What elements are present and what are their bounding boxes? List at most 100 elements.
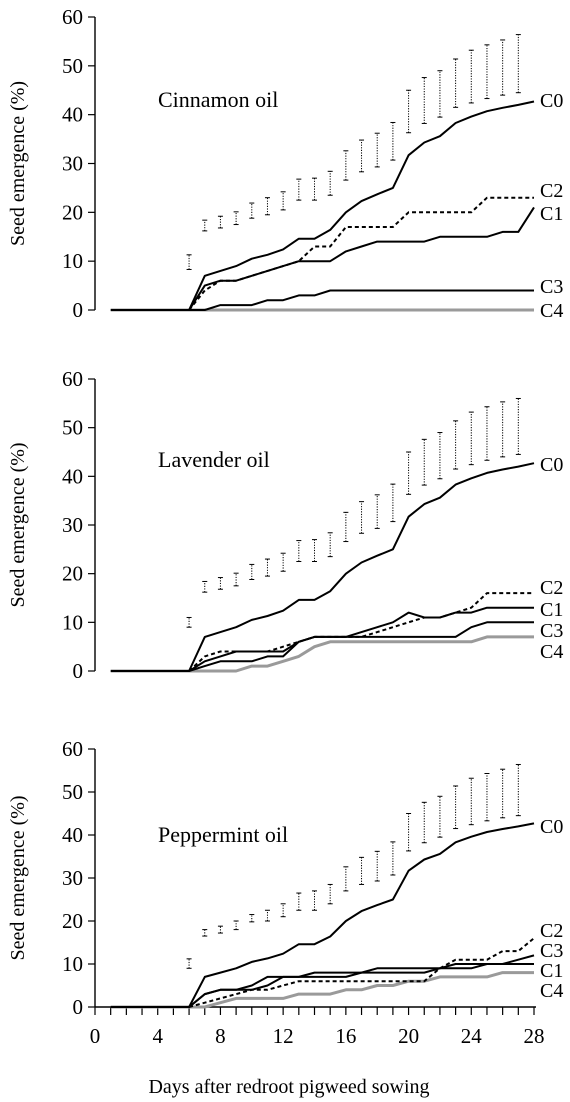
y-axis-title: Seed emergence (%) xyxy=(7,442,29,607)
series-label-c1: C1 xyxy=(540,599,563,621)
error-bar xyxy=(296,178,302,201)
error-bar xyxy=(264,909,270,922)
error-bar xyxy=(186,958,192,969)
error-bar xyxy=(233,572,239,587)
y-tick-label: 10 xyxy=(62,610,83,634)
series-line-c0 xyxy=(110,822,535,1008)
series-label-c0: C0 xyxy=(540,816,563,838)
error-bar xyxy=(296,892,302,911)
error-bar xyxy=(327,883,333,905)
error-bar xyxy=(233,920,239,931)
error-bar xyxy=(343,511,349,543)
series-line-c0 xyxy=(110,100,535,311)
error-bar xyxy=(359,501,365,534)
y-tick-label: 0 xyxy=(73,995,84,1019)
error-bar xyxy=(484,773,490,822)
y-tick-label: 60 xyxy=(62,5,83,29)
error-bar xyxy=(202,219,208,232)
error-bar xyxy=(500,768,506,819)
panel-title: Cinnamon oil xyxy=(158,87,278,112)
series-label-c4: C4 xyxy=(540,300,563,322)
error-bar xyxy=(186,616,192,628)
error-bar xyxy=(390,121,396,161)
y-tick-label: 50 xyxy=(62,780,83,804)
series-label-c4: C4 xyxy=(540,980,563,1002)
error-bar xyxy=(500,401,506,458)
error-bar xyxy=(453,420,459,470)
y-tick-label: 10 xyxy=(62,952,83,976)
error-bar xyxy=(406,813,412,852)
chart-panel-3: 0 4 8 12 16 20 24 28 0 10 20 30 40 50 60 Seed emergence… xyxy=(7,737,563,1048)
error-bar xyxy=(217,577,223,590)
y-axis-title: Seed emergence (%) xyxy=(7,81,29,246)
error-bar xyxy=(217,215,223,229)
series-line-c4 xyxy=(110,971,534,1009)
error-bar xyxy=(453,785,459,830)
error-bar xyxy=(296,540,302,562)
series-label-c1: C1 xyxy=(540,960,563,982)
y-tick-label: 50 xyxy=(62,54,83,78)
error-bar xyxy=(343,150,349,181)
error-bar xyxy=(515,763,521,817)
error-bar xyxy=(280,903,286,918)
error-bar xyxy=(468,49,474,104)
y-tick-label: 40 xyxy=(62,103,83,127)
y-tick-label: 60 xyxy=(62,737,83,761)
error-bar xyxy=(249,563,255,581)
error-bar xyxy=(421,438,427,486)
y-tick-label: 60 xyxy=(62,367,83,391)
series-label-c3: C3 xyxy=(540,940,563,962)
error-bar xyxy=(406,451,412,495)
error-bar xyxy=(437,795,443,838)
chart-panel-1: 0 10 20 30 40 50 60 Seed emergence (%) Cinnamon … xyxy=(7,5,563,322)
error-bar xyxy=(186,254,192,270)
y-tick-label: 30 xyxy=(62,866,83,890)
series-line-c0 xyxy=(110,462,535,672)
y-tick-label: 0 xyxy=(73,659,84,683)
y-axis-title: Seed emergence (%) xyxy=(7,795,29,960)
error-bar xyxy=(359,139,365,173)
x-tick-label: 20 xyxy=(398,1024,419,1048)
error-bar xyxy=(280,191,286,211)
error-bar xyxy=(437,432,443,480)
error-bar xyxy=(453,58,459,108)
x-tick-label: 16 xyxy=(335,1024,356,1048)
chart-panel-2: 0 10 20 30 40 50 60 Seed emergence (%) Lavender … xyxy=(7,367,563,683)
series-label-c3: C3 xyxy=(540,276,563,298)
series-label-c2: C2 xyxy=(540,577,563,599)
series-line-c4 xyxy=(110,635,534,673)
x-tick-label: 8 xyxy=(215,1024,226,1048)
error-bar xyxy=(233,211,239,226)
series-line-c3 xyxy=(189,289,534,311)
x-tick-label: 4 xyxy=(152,1024,163,1048)
series-line-c2 xyxy=(188,937,535,1008)
y-tick-label: 30 xyxy=(62,152,83,176)
error-bar xyxy=(249,202,255,219)
x-axis-title: Days after redroot pigweed sowing xyxy=(148,1076,429,1098)
series-label-c1: C1 xyxy=(540,203,563,225)
error-bar xyxy=(421,77,427,124)
series-line-c1 xyxy=(188,206,535,311)
error-bar xyxy=(484,44,490,100)
error-bar xyxy=(217,925,223,934)
error-bar xyxy=(312,890,317,911)
series-label-c2: C2 xyxy=(540,920,563,942)
series-label-c0: C0 xyxy=(540,454,563,476)
series-line-c3 xyxy=(188,621,534,672)
error-bar xyxy=(202,580,208,593)
error-bar xyxy=(390,483,396,523)
error-bar xyxy=(515,34,521,94)
y-tick-label: 20 xyxy=(62,562,83,586)
error-bar xyxy=(374,850,380,882)
error-bar xyxy=(468,411,474,466)
series-label-c3: C3 xyxy=(540,620,563,642)
error-bar xyxy=(202,929,208,937)
x-tick-label: 0 xyxy=(90,1024,101,1048)
x-tick-label: 28 xyxy=(524,1024,545,1048)
panel-title: Peppermint oil xyxy=(158,822,288,847)
error-bar xyxy=(312,539,317,562)
series-label-c2: C2 xyxy=(540,180,563,202)
y-tick-label: 40 xyxy=(62,823,83,847)
error-bar xyxy=(327,170,333,196)
